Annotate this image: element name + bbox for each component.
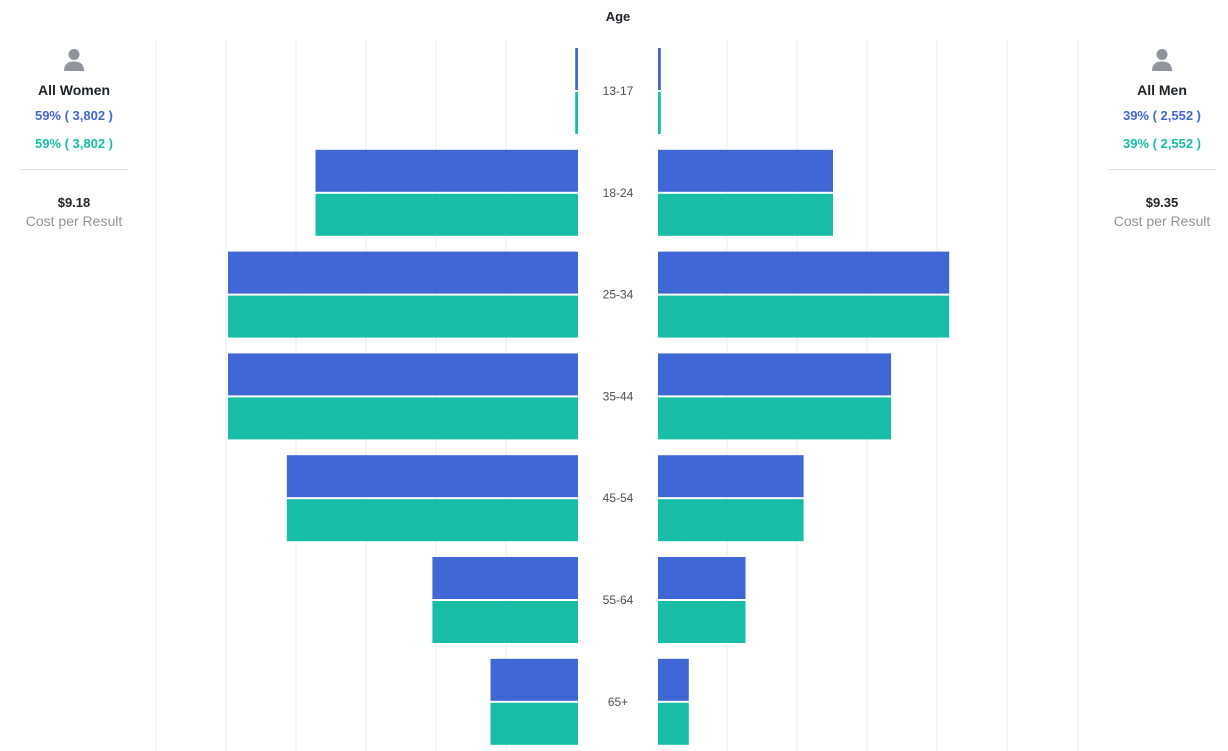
men-bar-secondary-55-64[interactable] — [658, 601, 746, 643]
category-label: 45-54 — [603, 491, 634, 505]
women-cost-label: Cost per Result — [25, 213, 123, 229]
men-cost-value: $9.35 — [1145, 195, 1179, 210]
women-cost-value: $9.18 — [57, 195, 91, 210]
women-stat-secondary: 59% ( 3,802 ) — [34, 136, 114, 151]
category-label: 13-17 — [603, 84, 634, 98]
men-bar-primary-35-44[interactable] — [658, 353, 892, 396]
divider — [20, 169, 128, 170]
men-bar-secondary-13-17[interactable] — [658, 92, 661, 134]
women-bar-primary-13-17[interactable] — [575, 48, 578, 90]
person-icon — [64, 49, 84, 71]
women-summary-panel: All Women 59% ( 3,802 ) 59% ( 3,802 ) $9… — [4, 40, 144, 229]
women-title: All Women — [37, 82, 111, 98]
women-bar-secondary-35-44[interactable] — [228, 397, 578, 440]
women-bar-primary-25-34[interactable] — [228, 251, 578, 294]
men-bar-secondary-65+[interactable] — [658, 702, 689, 745]
men-bar-secondary-18-24[interactable] — [658, 193, 833, 236]
axis-title: Age — [606, 9, 631, 24]
women-bar-primary-35-44[interactable] — [228, 353, 578, 396]
women-stat-primary: 59% ( 3,802 ) — [34, 108, 114, 123]
women-bar-secondary-65+[interactable] — [490, 702, 579, 745]
men-stat-secondary: 39% ( 2,552 ) — [1122, 136, 1202, 151]
women-bar-secondary-18-24[interactable] — [315, 193, 579, 236]
men-bar-primary-25-34[interactable] — [658, 251, 950, 294]
men-summary-panel: All Men 39% ( 2,552 ) 39% ( 2,552 ) $9.3… — [1092, 40, 1228, 229]
women-bar-secondary-45-54[interactable] — [286, 499, 578, 542]
men-cost-label: Cost per Result — [1113, 213, 1211, 229]
women-bar-secondary-25-34[interactable] — [228, 295, 578, 338]
category-label: 55-64 — [603, 593, 634, 607]
men-bar-primary-55-64[interactable] — [658, 557, 746, 599]
category-label: 18-24 — [603, 186, 634, 200]
men-stat-primary: 39% ( 2,552 ) — [1122, 108, 1202, 123]
men-title: All Men — [1137, 82, 1187, 98]
men-bar-primary-18-24[interactable] — [658, 149, 833, 192]
category-label: 25-34 — [603, 288, 634, 302]
women-bar-primary-45-54[interactable] — [286, 455, 578, 498]
men-bar-secondary-45-54[interactable] — [658, 499, 804, 542]
category-labels: 13-17 18-24 25-34 35-44 45-54 55-64 65+ — [603, 84, 634, 709]
women-bar-secondary-13-17[interactable] — [575, 92, 578, 134]
bars — [228, 48, 950, 745]
women-bar-primary-65+[interactable] — [490, 658, 579, 701]
category-label: 35-44 — [603, 389, 634, 403]
men-bar-primary-13-17[interactable] — [658, 48, 661, 90]
person-icon — [1152, 49, 1172, 71]
women-bar-primary-55-64[interactable] — [432, 557, 578, 599]
men-bar-secondary-35-44[interactable] — [658, 397, 892, 440]
men-bar-primary-45-54[interactable] — [658, 455, 804, 498]
category-label: 65+ — [608, 695, 628, 709]
women-bar-secondary-55-64[interactable] — [432, 601, 578, 643]
men-bar-primary-65+[interactable] — [658, 658, 689, 701]
divider — [1108, 169, 1216, 170]
men-bar-secondary-25-34[interactable] — [658, 295, 950, 338]
women-bar-primary-18-24[interactable] — [315, 149, 579, 192]
